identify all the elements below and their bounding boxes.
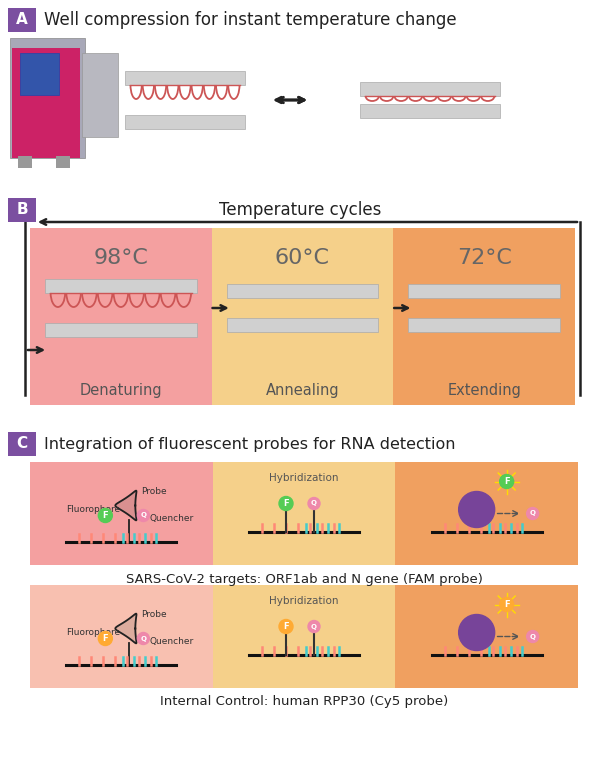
Text: 60°C: 60°C bbox=[275, 248, 330, 268]
Circle shape bbox=[279, 496, 293, 511]
Bar bbox=[395, 585, 578, 688]
Text: Annealing: Annealing bbox=[266, 383, 340, 397]
Text: B: B bbox=[16, 202, 28, 218]
Circle shape bbox=[308, 498, 320, 509]
Circle shape bbox=[500, 597, 514, 611]
Bar bbox=[18, 156, 32, 168]
Bar bbox=[125, 115, 245, 129]
Bar bbox=[82, 53, 118, 137]
Bar bbox=[30, 585, 212, 688]
Text: Fluorophore: Fluorophore bbox=[67, 628, 121, 637]
Text: F: F bbox=[283, 499, 289, 508]
Circle shape bbox=[98, 631, 112, 646]
Bar bbox=[30, 462, 212, 565]
Text: Q: Q bbox=[311, 501, 317, 506]
Text: 72°C: 72°C bbox=[457, 248, 512, 268]
Circle shape bbox=[527, 630, 539, 643]
Text: Quencher: Quencher bbox=[149, 514, 194, 523]
Bar bbox=[30, 228, 212, 405]
Text: SARS-CoV-2 targets: ORF1ab and N gene (FAM probe): SARS-CoV-2 targets: ORF1ab and N gene (F… bbox=[125, 572, 482, 585]
Bar bbox=[360, 104, 500, 118]
Text: Hybridization: Hybridization bbox=[269, 596, 339, 606]
Text: F: F bbox=[504, 477, 509, 486]
Text: Probe: Probe bbox=[142, 610, 167, 619]
Text: Extending: Extending bbox=[447, 383, 521, 397]
Bar bbox=[8, 8, 36, 32]
Circle shape bbox=[137, 509, 149, 522]
Bar bbox=[8, 432, 36, 456]
Circle shape bbox=[308, 621, 320, 633]
Text: Temperature cycles: Temperature cycles bbox=[219, 201, 381, 219]
Bar bbox=[212, 585, 395, 688]
Bar bbox=[45, 323, 197, 337]
Text: Internal Control: human RPP30 (Cy5 probe): Internal Control: human RPP30 (Cy5 probe… bbox=[160, 696, 448, 709]
Text: Well compression for instant temperature change: Well compression for instant temperature… bbox=[44, 11, 457, 29]
Text: Quencher: Quencher bbox=[149, 637, 194, 646]
Circle shape bbox=[500, 475, 514, 489]
Text: F: F bbox=[103, 634, 108, 643]
Text: Q: Q bbox=[311, 624, 317, 630]
Bar bbox=[409, 318, 560, 332]
Bar bbox=[212, 228, 394, 405]
Bar bbox=[395, 462, 578, 565]
Text: Fluorophore: Fluorophore bbox=[67, 505, 121, 514]
Text: Integration of fluorescent probes for RNA detection: Integration of fluorescent probes for RN… bbox=[44, 436, 455, 452]
Circle shape bbox=[98, 509, 112, 522]
Text: Q: Q bbox=[530, 511, 536, 516]
Text: Q: Q bbox=[140, 636, 146, 641]
Bar bbox=[227, 284, 379, 298]
Bar bbox=[56, 156, 70, 168]
Polygon shape bbox=[115, 614, 136, 644]
Circle shape bbox=[458, 614, 494, 650]
Text: Hybridization: Hybridization bbox=[269, 473, 339, 483]
Bar bbox=[125, 71, 245, 85]
Bar bbox=[45, 279, 197, 293]
Bar bbox=[12, 48, 80, 158]
Polygon shape bbox=[115, 491, 136, 520]
Circle shape bbox=[527, 508, 539, 519]
Text: Probe: Probe bbox=[142, 487, 167, 496]
Text: A: A bbox=[16, 12, 28, 28]
Circle shape bbox=[137, 633, 149, 644]
Bar bbox=[20, 53, 59, 95]
Text: Denaturing: Denaturing bbox=[80, 383, 162, 397]
Bar bbox=[10, 38, 85, 158]
Text: Q: Q bbox=[140, 512, 146, 518]
Text: C: C bbox=[16, 436, 28, 452]
Text: F: F bbox=[283, 622, 289, 631]
Bar bbox=[409, 284, 560, 298]
Bar bbox=[394, 228, 575, 405]
Bar bbox=[227, 318, 379, 332]
Bar bbox=[360, 82, 500, 96]
Text: 98°C: 98°C bbox=[94, 248, 148, 268]
Text: Q: Q bbox=[530, 634, 536, 640]
Bar bbox=[8, 198, 36, 222]
Text: F: F bbox=[504, 600, 509, 609]
Circle shape bbox=[458, 492, 494, 528]
Bar bbox=[212, 462, 395, 565]
Circle shape bbox=[279, 620, 293, 634]
Text: F: F bbox=[103, 511, 108, 520]
